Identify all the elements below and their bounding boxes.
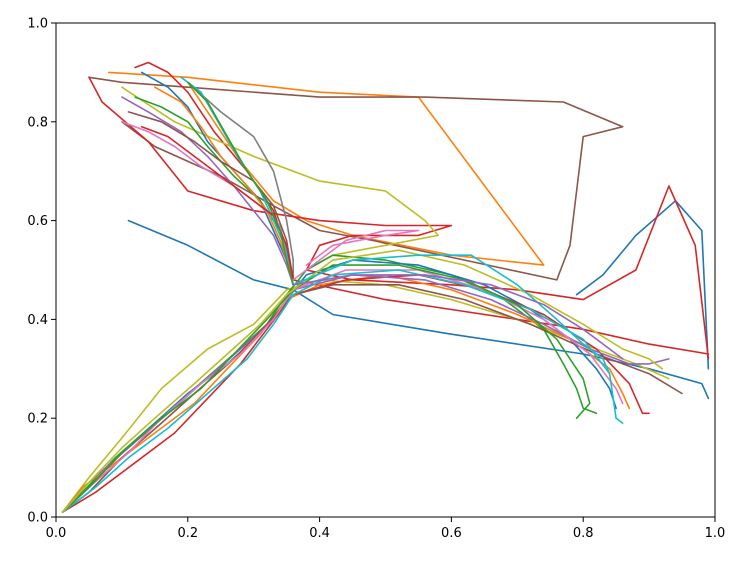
- x-tick: 0.4: [309, 517, 330, 541]
- series-line-25: [154, 86, 295, 281]
- x-tick-label: 0.8: [573, 526, 594, 541]
- y-tick: 0.0: [27, 511, 56, 526]
- y-tick: 0.4: [27, 313, 56, 328]
- series-line-28: [187, 81, 295, 286]
- y-tick-label: 0.6: [27, 214, 48, 229]
- series-layer: [61, 61, 710, 513]
- series-line-31: [292, 274, 624, 360]
- x-tick-label: 1.0: [705, 526, 726, 541]
- series-line-1: [127, 219, 710, 400]
- y-tick: 0.2: [27, 412, 56, 427]
- series-line-20: [140, 71, 295, 286]
- x-tick: 0.2: [177, 517, 198, 541]
- x-tick-label: 0.2: [177, 526, 198, 541]
- y-tick-label: 0.8: [27, 115, 48, 130]
- y-tick-label: 1.0: [27, 17, 48, 32]
- series-line-3: [107, 71, 545, 266]
- plot-frame: [55, 22, 716, 518]
- series-line-4: [88, 76, 624, 281]
- series-line-9: [61, 279, 670, 513]
- series-line-16: [61, 269, 624, 513]
- x-tick-label: 0.4: [309, 526, 330, 541]
- series-line-12: [61, 274, 631, 513]
- y-tick-label: 0.4: [27, 313, 48, 328]
- x-tick: 0.6: [441, 517, 462, 541]
- y-tick-label: 0.2: [27, 412, 48, 427]
- series-line-13: [61, 274, 650, 513]
- series-line-29: [292, 229, 420, 281]
- x-tick-label: 0.0: [46, 526, 67, 541]
- y-tick: 1.0: [27, 17, 56, 32]
- series-line-17: [61, 269, 624, 513]
- x-tick: 1.0: [705, 517, 726, 541]
- series-line-5: [88, 76, 710, 360]
- series-line-2: [575, 200, 710, 370]
- series-line-8: [187, 81, 295, 281]
- x-tick: 0.0: [46, 517, 67, 541]
- x-axis: 0.0 0.2 0.4 0.6 0.8 1.0: [46, 517, 726, 541]
- x-tick: 0.8: [573, 517, 594, 541]
- y-tick: 0.6: [27, 214, 56, 229]
- series-line-27: [140, 125, 295, 281]
- y-tick: 0.8: [27, 115, 56, 130]
- y-axis: 0.0 0.2 0.4 0.6 0.8 1.0: [27, 17, 56, 526]
- series-line-7: [121, 86, 440, 271]
- series-line-18: [61, 264, 591, 513]
- series-line-30: [292, 254, 611, 375]
- series-line-26: [127, 111, 295, 281]
- series-line-6: [134, 61, 710, 355]
- series-line-21: [134, 96, 295, 286]
- y-tick-label: 0.0: [27, 511, 48, 526]
- x-tick-label: 0.6: [441, 526, 462, 541]
- series-line-23: [121, 96, 295, 286]
